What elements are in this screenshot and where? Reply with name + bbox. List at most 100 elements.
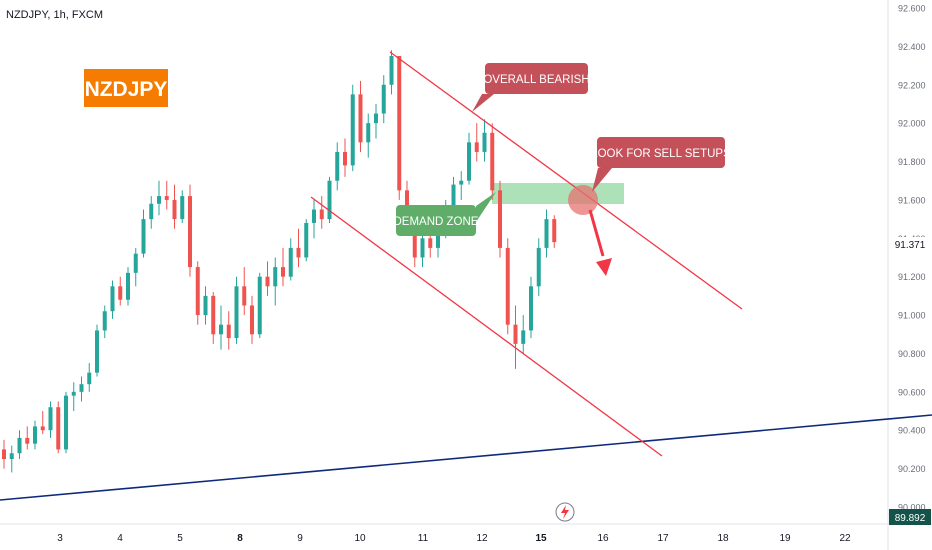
candle-body — [521, 330, 526, 344]
candle-body — [203, 295, 208, 316]
candle-body — [87, 372, 92, 385]
candle — [304, 219, 309, 262]
candle — [374, 103, 378, 139]
last-price-label: 91.371 — [895, 240, 926, 251]
candle — [203, 286, 208, 325]
candle-body — [529, 286, 533, 331]
candle — [529, 276, 533, 339]
candle — [17, 430, 22, 460]
sell-arrow-shaft[interactable] — [588, 209, 605, 257]
candle — [40, 411, 45, 435]
candle-body — [172, 199, 177, 220]
price-axis[interactable]: 92.60092.40092.20092.00091.80091.60091.4… — [898, 4, 926, 513]
candle-body — [149, 203, 154, 220]
candle — [474, 123, 479, 162]
candle-body — [374, 113, 378, 124]
candle — [513, 305, 518, 369]
channel-layer — [310, 51, 743, 457]
price-tick-label: 92.000 — [898, 119, 926, 129]
trendline-layer — [0, 414, 932, 501]
time-tick-label: 11 — [418, 533, 429, 544]
candle-body — [428, 238, 433, 248]
candle — [118, 276, 123, 306]
candle-body — [498, 190, 502, 248]
candle-body — [319, 209, 324, 220]
candle-body — [25, 437, 30, 444]
candle — [350, 84, 355, 172]
candle — [366, 113, 371, 158]
time-tick-label: 18 — [717, 533, 729, 544]
candle-body — [242, 286, 247, 306]
time-tick-label: 19 — [779, 533, 791, 544]
candle-body — [381, 84, 386, 114]
long-term-trendline[interactable] — [0, 414, 932, 501]
time-tick-label: 12 — [476, 533, 488, 544]
time-tick-label: 17 — [657, 533, 669, 544]
sell-area-circle[interactable] — [568, 185, 598, 215]
candle — [9, 445, 14, 473]
candle-body — [17, 437, 22, 454]
candle-body — [350, 94, 355, 166]
candle-body — [234, 286, 239, 339]
overall-bearish-text: OVERALL BEARISH — [483, 74, 589, 86]
price-tick-label: 91.800 — [898, 157, 926, 167]
time-axis[interactable]: 3 4 5 8 9 10 11 12 15 16 17 18 19 22 — [57, 533, 851, 544]
candle — [71, 382, 76, 412]
candle — [56, 401, 61, 454]
candle — [389, 50, 394, 95]
candle — [490, 123, 495, 200]
candle-body — [95, 330, 99, 373]
candle-body — [56, 407, 61, 450]
candle — [536, 238, 541, 296]
candle-body — [358, 94, 363, 143]
candle — [505, 238, 510, 335]
candle — [498, 180, 502, 258]
candle — [296, 228, 301, 268]
candle-body — [48, 407, 53, 431]
candle — [2, 439, 6, 469]
candle — [133, 247, 138, 287]
candle-body — [126, 272, 130, 300]
candle-body — [389, 55, 394, 85]
candle-body — [459, 180, 464, 185]
channel-lower-line[interactable] — [310, 196, 663, 457]
overall-bearish-callout[interactable] — [485, 63, 588, 94]
channel-upper-line[interactable] — [389, 51, 743, 310]
demand-zone-callout[interactable] — [396, 205, 476, 236]
candle — [257, 272, 262, 339]
candle — [219, 305, 223, 350]
candle-body — [327, 180, 332, 220]
zone-layer — [492, 183, 624, 204]
demand-supply-zone[interactable] — [492, 183, 624, 204]
price-tick-label: 90.600 — [898, 387, 926, 397]
candle-body — [513, 324, 518, 344]
candle-body — [281, 267, 285, 277]
candle-body — [474, 142, 479, 152]
price-tick-label: 90.200 — [898, 464, 926, 474]
candle — [126, 267, 130, 306]
candle-body — [312, 209, 316, 223]
candles-layer — [2, 50, 557, 473]
candle — [64, 391, 68, 454]
candle-body — [343, 151, 347, 166]
look-for-sell-text: LOOK FOR SELL SETUPS — [591, 148, 731, 160]
candle-body — [420, 238, 425, 258]
candle — [234, 276, 239, 344]
time-tick-label: 22 — [839, 533, 851, 544]
candle-body — [273, 267, 278, 287]
candle-body — [133, 253, 138, 273]
look-for-sell-callout[interactable] — [597, 137, 725, 168]
candle-body — [405, 190, 409, 220]
low-marker-label: 89.892 — [895, 513, 926, 524]
candle-body — [412, 219, 417, 258]
overall-bearish-pointer — [472, 94, 494, 112]
price-tick-label: 90.000 — [898, 503, 926, 513]
candle-body — [2, 449, 6, 460]
candle — [335, 142, 340, 191]
time-tick-label: 16 — [597, 533, 609, 544]
candle-body — [536, 247, 541, 287]
candle — [195, 261, 200, 325]
candle — [141, 209, 146, 258]
time-tick-label: 15 — [535, 533, 547, 544]
